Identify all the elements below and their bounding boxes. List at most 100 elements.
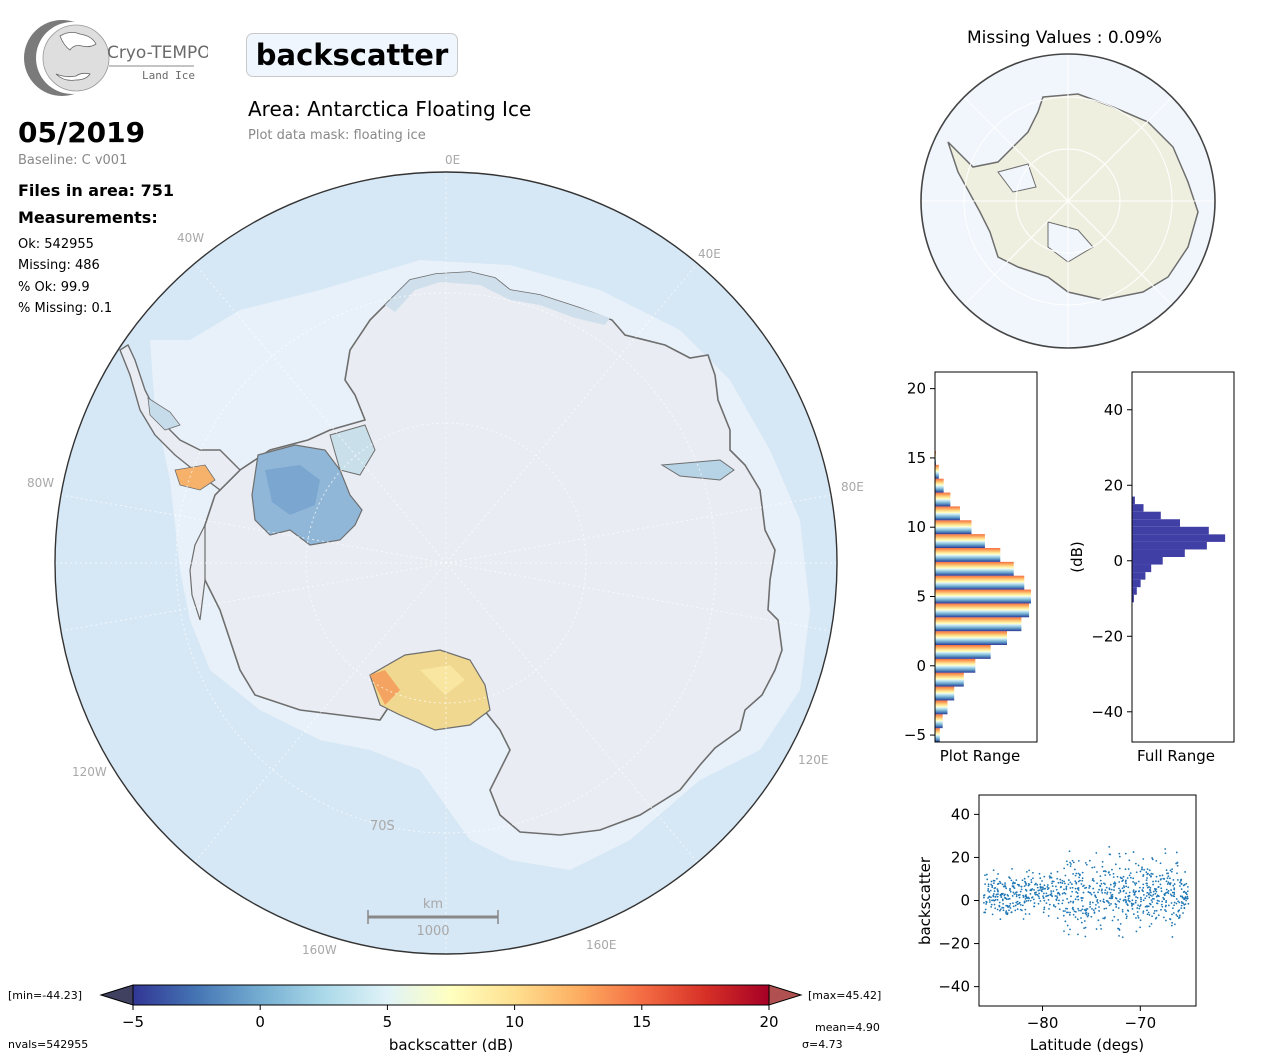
scatter-point [1004,893,1006,896]
scatter-point [1157,914,1160,917]
scatter-point [1155,916,1158,919]
scatter-point [1119,889,1122,892]
scatter-point [1156,902,1159,905]
scatter-point [1004,882,1006,885]
scatter-point [1039,900,1042,902]
scatter-point [1056,896,1059,899]
scatter-point [1089,905,1092,908]
scatter-point [989,901,991,903]
scatter-point [1019,903,1022,906]
scatter-point [1083,927,1086,930]
scatter-point [1011,882,1014,885]
scatter-point [1166,877,1169,880]
scatter-point [995,893,998,896]
scatter-point [1069,900,1072,903]
scatter-point [1091,866,1094,869]
scatter-point [1135,917,1137,919]
scatter-point [991,884,994,887]
scatter-point [1157,894,1159,897]
scatter-point [1178,914,1181,917]
scatter-point [985,873,988,876]
plot-range-histogram: −5 0 5 10 15 20 Plot Range [904,371,1038,765]
scatter-point [1132,913,1135,916]
scatter-point [1074,880,1077,883]
scatter-point [1083,920,1086,922]
scatter-point [1065,888,1068,891]
scatter-xlabel: Latitude (degs) [1030,1036,1144,1054]
scatter-point [1167,892,1170,895]
scatter-point [990,883,992,886]
lon-label-160W: 160W [302,943,337,957]
scatter-point [1136,911,1139,913]
scatter-point [1013,893,1016,896]
logo-subtitle: Land Ice [142,69,195,82]
scatter-point [1161,874,1164,877]
scatter-point [1043,908,1046,911]
scatter-point [1125,913,1127,916]
scatter-point [1025,882,1027,885]
scatter-point [1006,912,1009,915]
scatter-point [1133,892,1136,894]
scatter-point [1069,887,1072,889]
scatter-point [1170,870,1173,873]
scatter-point [1016,900,1019,903]
histogram-bar [935,644,991,659]
scatter-point [1018,893,1021,896]
scatter-point [1092,877,1094,880]
scatter-point [1108,887,1111,890]
scatter-point [1119,898,1122,901]
scatter-point [1070,883,1073,885]
scatter-point [1132,877,1135,880]
scatter-point [1097,919,1100,922]
scatter-point [1082,885,1084,888]
scatter-point [1119,890,1122,893]
scatter-point [1064,892,1067,895]
scatter-point [1005,887,1008,890]
scatter-point [1173,923,1176,926]
scatter-point [1172,879,1175,881]
scatter-point [1015,879,1018,881]
histogram-bar [935,464,939,479]
scatter-point [1109,883,1112,886]
scatter-point [1012,902,1014,905]
scatter-point [1184,903,1187,906]
x-tick-label: −80 [1027,1014,1059,1032]
scatter-point [1187,902,1190,905]
scatter-point [1078,909,1080,912]
scatter-point [999,893,1002,896]
scatter-point [1046,888,1049,891]
scatter-point [1068,913,1071,916]
scatter-point [1108,904,1111,907]
scatter-point [1170,889,1172,891]
scatter-point [1027,875,1030,878]
histogram-bar [1132,549,1185,557]
scatter-point [1142,875,1145,877]
scatter-point [1028,883,1031,886]
scatter-point [1124,852,1127,855]
mean-label: mean=4.90 [815,1021,880,1034]
scatter-point [1102,882,1105,885]
scatter-point [1039,877,1042,880]
scatter-point [1025,896,1028,899]
scatter-point [1108,897,1111,900]
scatter-point [1111,897,1114,900]
scatter-point [998,880,1001,883]
scatter-point [1050,876,1053,879]
scatter-point [998,901,1001,904]
nvals-label: nvals=542955 [8,1038,88,1051]
scatter-point [1027,899,1030,902]
scatter-point [983,896,985,899]
scatter-point [1078,876,1081,879]
scatter-point [1137,914,1139,917]
scatter-point [1035,882,1037,885]
y-tick-label: 20 [907,380,926,398]
scatter-point [1118,934,1120,937]
scatter-point [1128,894,1131,897]
scatter-point [1028,869,1031,872]
scatter-point [1067,911,1069,914]
scatter-point [1115,906,1118,908]
scatter-point [1182,912,1184,914]
scatter-point [1151,873,1154,875]
scatter-point [1074,910,1077,913]
scatter-point [1051,885,1054,888]
